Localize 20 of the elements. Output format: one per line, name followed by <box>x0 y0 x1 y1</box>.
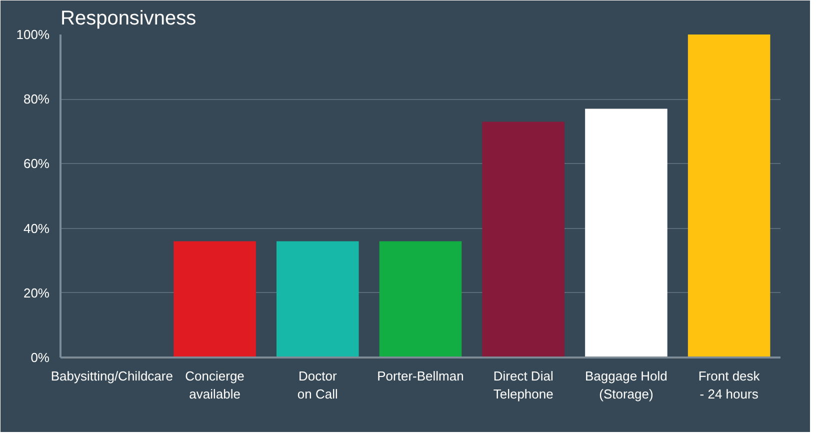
x-tick-label: Direct Dial Telephone <box>493 368 554 402</box>
y-tick-label: 40% <box>23 220 50 236</box>
bar <box>585 108 668 358</box>
y-tick-label: 20% <box>23 285 50 300</box>
chart-title: Responsivness <box>60 8 196 30</box>
y-tick-label: 80% <box>23 92 50 107</box>
y-tick-label: 60% <box>23 156 50 172</box>
y-tick-label: 100% <box>16 27 50 42</box>
x-tick-label: Babysitting/Childcare <box>50 368 173 384</box>
x-tick-label: Porter-Bellman <box>377 368 464 384</box>
bar <box>482 122 564 358</box>
x-tick-label: Baggage Hold (Storage) <box>585 368 668 402</box>
x-tick-label: Front desk - 24 hours <box>698 368 760 402</box>
y-tick-label: 0% <box>30 350 50 365</box>
bar <box>379 241 462 358</box>
x-tick-label: Concierge available <box>185 368 244 402</box>
bar <box>174 241 256 358</box>
bar <box>276 241 359 358</box>
x-tick-label: Doctor on Call <box>297 368 338 402</box>
bar <box>688 34 770 358</box>
